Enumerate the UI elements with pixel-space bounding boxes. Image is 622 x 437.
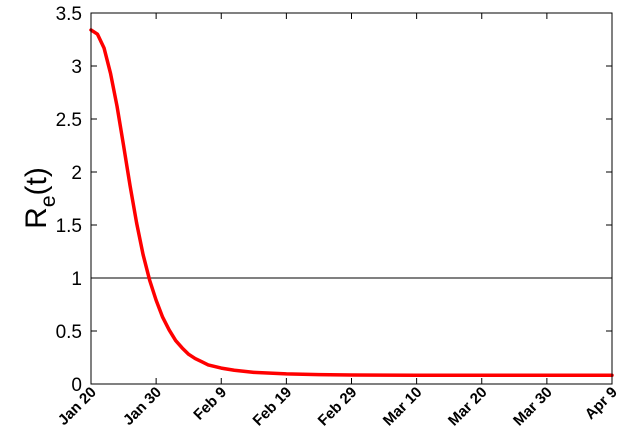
x-tick-label: Apr 9 — [582, 384, 621, 423]
x-tick-label: Feb 19 — [250, 384, 296, 430]
svg-text:Re(t): Re(t) — [20, 167, 60, 229]
plot-background — [91, 13, 612, 384]
y-tick-label: 0 — [71, 375, 82, 396]
x-tick-label: Feb 9 — [190, 384, 230, 424]
y-tick-label: 2.5 — [56, 110, 82, 131]
x-tick-label: Mar 30 — [510, 384, 556, 430]
x-tick-label: Mar 20 — [445, 384, 491, 430]
series-layer — [89, 28, 614, 378]
y-tick-label: 2 — [71, 163, 82, 184]
y-tick-label: 1 — [71, 269, 82, 290]
x-tick-label: Feb 29 — [315, 384, 361, 430]
plot-area — [91, 13, 612, 384]
y-tick-label: 0.5 — [56, 322, 82, 343]
y-axis-label-subscript: e — [37, 195, 60, 207]
y-tick-label: 3 — [71, 57, 82, 78]
series-line-1 — [89, 28, 614, 378]
y-tick-label: 1.5 — [56, 216, 82, 237]
y-axis-label: Re(t) — [20, 167, 60, 229]
y-tick-label: 3.5 — [56, 4, 82, 25]
y-axis-label-suffix: (t) — [20, 167, 53, 195]
y-axis-label-main: R — [20, 207, 53, 229]
x-tick-label: Jan 30 — [120, 384, 165, 429]
x-tick-label: Mar 10 — [380, 384, 426, 430]
y-axis: 0 0.5 1 1.5 2 2.5 3 3.5 — [56, 4, 612, 396]
